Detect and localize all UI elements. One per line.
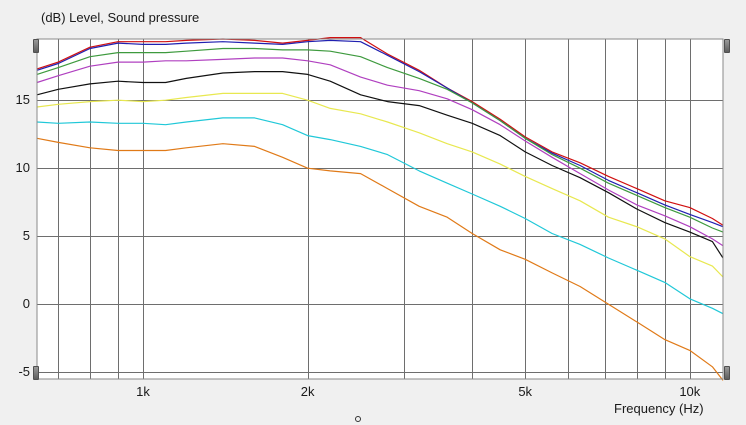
x-axis-title: Frequency (Hz) (614, 401, 704, 416)
x-tick-label: 1k (123, 384, 163, 399)
y-tick-label: 5 (0, 228, 30, 243)
x-tick-label: 5k (505, 384, 545, 399)
bottom-right-scale-handle[interactable] (724, 366, 730, 380)
x-tick-label: 10k (670, 384, 710, 399)
top-right-scale-handle[interactable] (724, 39, 730, 53)
y-tick-label: -5 (0, 364, 30, 379)
y-tick-label: 0 (0, 296, 30, 311)
top-left-scale-handle[interactable] (33, 39, 39, 53)
y-axis-title: (dB) Level, Sound pressure (41, 10, 199, 25)
y-tick-label: 10 (0, 160, 30, 175)
cursor-circle-icon (355, 416, 361, 422)
frequency-response-chart (0, 0, 746, 425)
plot-area (37, 39, 723, 379)
x-tick-label: 2k (288, 384, 328, 399)
bottom-left-scale-handle[interactable] (33, 366, 39, 380)
y-tick-label: 15 (0, 92, 30, 107)
